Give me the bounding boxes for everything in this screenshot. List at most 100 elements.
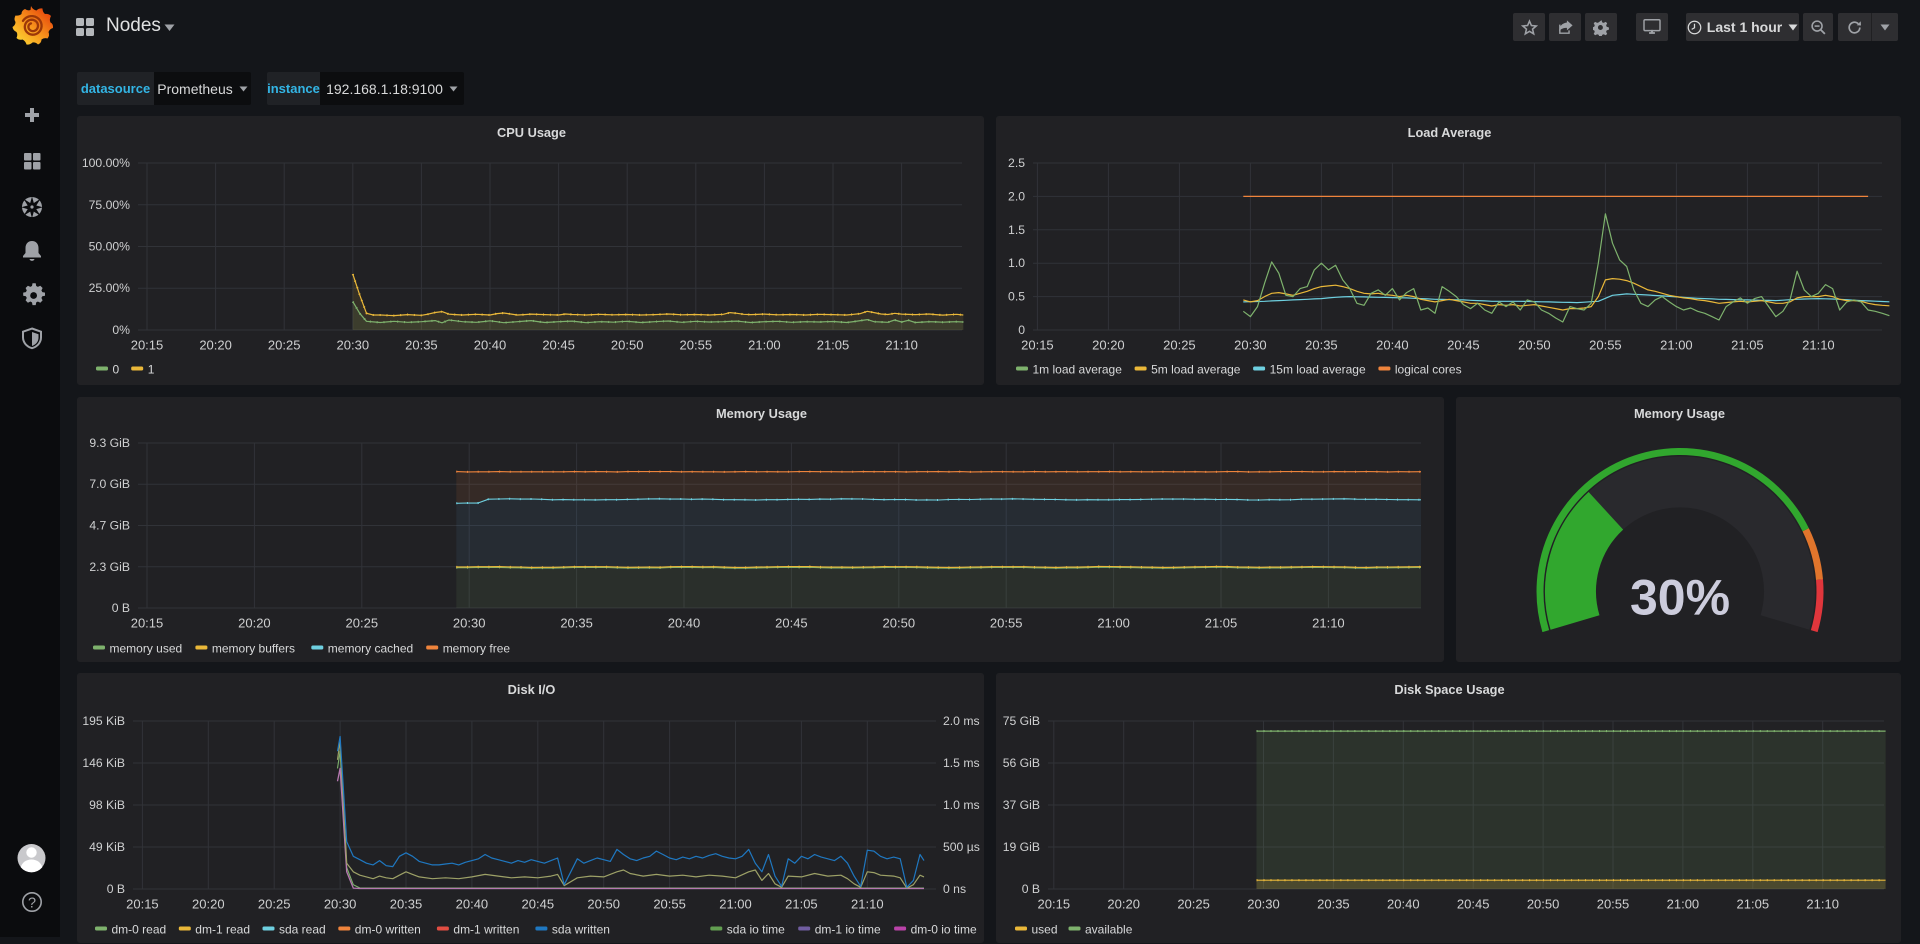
- svg-text:20:55: 20:55: [653, 897, 686, 912]
- svg-text:2.0: 2.0: [1008, 189, 1025, 203]
- svg-text:0: 0: [113, 363, 120, 377]
- svg-text:9.3 GiB: 9.3 GiB: [89, 436, 130, 450]
- svg-text:20:30: 20:30: [337, 338, 370, 353]
- svg-text:20:40: 20:40: [668, 616, 701, 631]
- svg-text:25.00%: 25.00%: [89, 281, 130, 295]
- svg-text:dm-0 io time: dm-0 io time: [911, 923, 977, 937]
- svg-text:memory used: memory used: [110, 642, 183, 656]
- svg-text:Disk I/O: Disk I/O: [508, 682, 556, 697]
- svg-text:Load Average: Load Average: [1408, 125, 1492, 140]
- svg-text:20:25: 20:25: [258, 897, 291, 912]
- svg-text:21:00: 21:00: [719, 897, 752, 912]
- svg-text:20:35: 20:35: [560, 616, 593, 631]
- svg-text:memory buffers: memory buffers: [212, 642, 295, 656]
- svg-text:1m load average: 1m load average: [1033, 363, 1123, 377]
- svg-text:50.00%: 50.00%: [89, 240, 130, 254]
- svg-text:21:10: 21:10: [1806, 897, 1839, 912]
- svg-text:20:25: 20:25: [1163, 338, 1196, 353]
- svg-text:dm-1 io time: dm-1 io time: [815, 923, 881, 937]
- svg-text:100.00%: 100.00%: [82, 156, 130, 170]
- svg-text:1.5: 1.5: [1008, 223, 1025, 237]
- svg-text:dm-0 written: dm-0 written: [355, 923, 421, 937]
- svg-text:21:10: 21:10: [1312, 616, 1345, 631]
- svg-text:dm-1 read: dm-1 read: [195, 923, 250, 937]
- svg-text:0.5: 0.5: [1008, 290, 1025, 304]
- svg-text:20:40: 20:40: [1387, 897, 1420, 912]
- svg-text:20:15: 20:15: [1021, 338, 1054, 353]
- svg-text:21:10: 21:10: [1802, 338, 1835, 353]
- svg-text:used: used: [1032, 923, 1058, 937]
- svg-text:20:20: 20:20: [199, 338, 232, 353]
- svg-text:500 µs: 500 µs: [943, 840, 980, 854]
- svg-text:21:00: 21:00: [748, 338, 781, 353]
- svg-text:20:45: 20:45: [522, 897, 555, 912]
- svg-text:20:20: 20:20: [1092, 338, 1125, 353]
- svg-text:20:30: 20:30: [1234, 338, 1267, 353]
- svg-text:21:10: 21:10: [851, 897, 884, 912]
- svg-text:0 B: 0 B: [107, 882, 125, 896]
- svg-text:20:20: 20:20: [1107, 897, 1140, 912]
- svg-text:98 KiB: 98 KiB: [89, 798, 125, 812]
- svg-text:21:00: 21:00: [1097, 616, 1130, 631]
- svg-text:20:55: 20:55: [1589, 338, 1622, 353]
- svg-text:15m load average: 15m load average: [1270, 363, 1366, 377]
- svg-text:20:25: 20:25: [346, 616, 379, 631]
- svg-text:4.7 GiB: 4.7 GiB: [89, 519, 130, 533]
- svg-text:20:50: 20:50: [611, 338, 644, 353]
- svg-text:21:00: 21:00: [1667, 897, 1700, 912]
- svg-text:20:50: 20:50: [883, 616, 916, 631]
- svg-text:20:30: 20:30: [324, 897, 357, 912]
- svg-text:20:35: 20:35: [405, 338, 438, 353]
- svg-text:20:40: 20:40: [456, 897, 489, 912]
- svg-text:sda written: sda written: [552, 923, 610, 937]
- svg-text:2.0 ms: 2.0 ms: [943, 714, 980, 728]
- svg-text:logical cores: logical cores: [1395, 363, 1462, 377]
- svg-text:75.00%: 75.00%: [89, 198, 130, 212]
- svg-text:20:30: 20:30: [1247, 897, 1280, 912]
- svg-text:dm-0 read: dm-0 read: [112, 923, 167, 937]
- svg-text:20:35: 20:35: [390, 897, 423, 912]
- svg-text:20:15: 20:15: [126, 897, 159, 912]
- svg-text:Memory Usage: Memory Usage: [1634, 406, 1725, 421]
- svg-text:20:50: 20:50: [587, 897, 620, 912]
- svg-text:memory free: memory free: [443, 642, 511, 656]
- svg-text:20:40: 20:40: [474, 338, 507, 353]
- svg-text:7.0 GiB: 7.0 GiB: [89, 477, 130, 491]
- svg-text:20:30: 20:30: [453, 616, 486, 631]
- svg-text:20:15: 20:15: [131, 338, 164, 353]
- svg-text:memory cached: memory cached: [328, 642, 413, 656]
- svg-text:20:45: 20:45: [775, 616, 808, 631]
- svg-text:20:40: 20:40: [1376, 338, 1409, 353]
- svg-text:21:00: 21:00: [1660, 338, 1693, 353]
- svg-text:20:20: 20:20: [238, 616, 271, 631]
- svg-text:195 KiB: 195 KiB: [82, 714, 125, 728]
- svg-text:21:05: 21:05: [817, 338, 850, 353]
- svg-text:0 ns: 0 ns: [943, 882, 966, 896]
- svg-text:0%: 0%: [112, 323, 130, 337]
- svg-text:49 KiB: 49 KiB: [89, 840, 125, 854]
- svg-text:37 GiB: 37 GiB: [1003, 798, 1040, 812]
- svg-text:21:05: 21:05: [785, 897, 818, 912]
- svg-text:30%: 30%: [1630, 569, 1730, 625]
- svg-text:20:25: 20:25: [268, 338, 301, 353]
- svg-text:19 GiB: 19 GiB: [1003, 840, 1040, 854]
- svg-text:20:15: 20:15: [131, 616, 164, 631]
- svg-text:146 KiB: 146 KiB: [82, 756, 125, 770]
- svg-text:2.5: 2.5: [1008, 156, 1025, 170]
- svg-text:0 B: 0 B: [112, 601, 130, 615]
- svg-text:sda read: sda read: [279, 923, 326, 937]
- svg-text:20:25: 20:25: [1177, 897, 1210, 912]
- svg-text:20:15: 20:15: [1038, 897, 1071, 912]
- svg-text:20:20: 20:20: [192, 897, 225, 912]
- svg-text:?: ?: [28, 896, 36, 912]
- svg-text:0 B: 0 B: [1022, 882, 1040, 896]
- svg-text:sda io time: sda io time: [727, 923, 785, 937]
- svg-text:1.0: 1.0: [1008, 256, 1025, 270]
- svg-text:Memory Usage: Memory Usage: [716, 406, 807, 421]
- svg-text:2.3 GiB: 2.3 GiB: [89, 560, 130, 574]
- svg-text:20:50: 20:50: [1518, 338, 1551, 353]
- svg-text:21:05: 21:05: [1737, 897, 1770, 912]
- svg-text:20:50: 20:50: [1527, 897, 1560, 912]
- svg-text:20:35: 20:35: [1305, 338, 1338, 353]
- svg-text:1.5 ms: 1.5 ms: [943, 756, 980, 770]
